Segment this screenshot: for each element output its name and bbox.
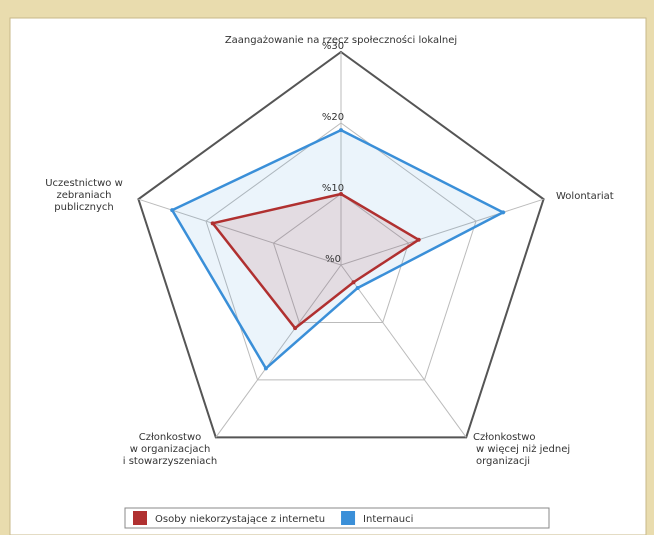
legend-swatch	[341, 511, 356, 525]
data-point	[351, 280, 356, 285]
spoke	[215, 264, 342, 438]
tick-label: %10	[322, 183, 344, 194]
data-point	[501, 210, 506, 215]
grid-line	[205, 122, 477, 381]
category-label: organizacji	[476, 456, 530, 467]
legend-swatch	[133, 511, 147, 525]
legend-box	[124, 507, 550, 529]
category-label: zebraniach	[56, 190, 111, 201]
data-point	[416, 237, 421, 242]
legend-label: Internauci	[363, 514, 413, 525]
category-label: Członkostwo	[139, 432, 202, 443]
tick-label: %20	[322, 112, 344, 123]
grid-line	[137, 50, 545, 439]
category-label: i stowarzyszeniach	[123, 456, 217, 467]
data-point	[339, 192, 343, 196]
category-label: Uczestnictwo w	[45, 178, 123, 189]
category-label: Wolontariat	[556, 191, 614, 202]
category-label: Członkostwo	[473, 432, 536, 443]
data-point	[170, 208, 175, 213]
category-label: w więcej niż jednej	[476, 444, 570, 455]
data-point	[339, 128, 343, 133]
tick-label: %30	[322, 41, 344, 52]
category-label: Zaangażowanie na rzecz społeczności loka…	[225, 34, 457, 46]
data-point	[263, 366, 268, 371]
category-label: publicznych	[54, 202, 113, 213]
tick-label: %0	[325, 254, 341, 265]
legend-label: Osoby niekorzystające z internetu	[155, 514, 325, 525]
panel	[9, 17, 647, 535]
data-point	[210, 221, 215, 226]
series-area	[170, 128, 506, 371]
category-label: w organizacjach	[130, 444, 211, 455]
spoke	[340, 198, 544, 266]
data-point	[355, 285, 360, 290]
series-area	[210, 192, 422, 330]
grid-line	[272, 193, 410, 323]
data-point	[293, 326, 298, 331]
spoke	[340, 264, 467, 438]
